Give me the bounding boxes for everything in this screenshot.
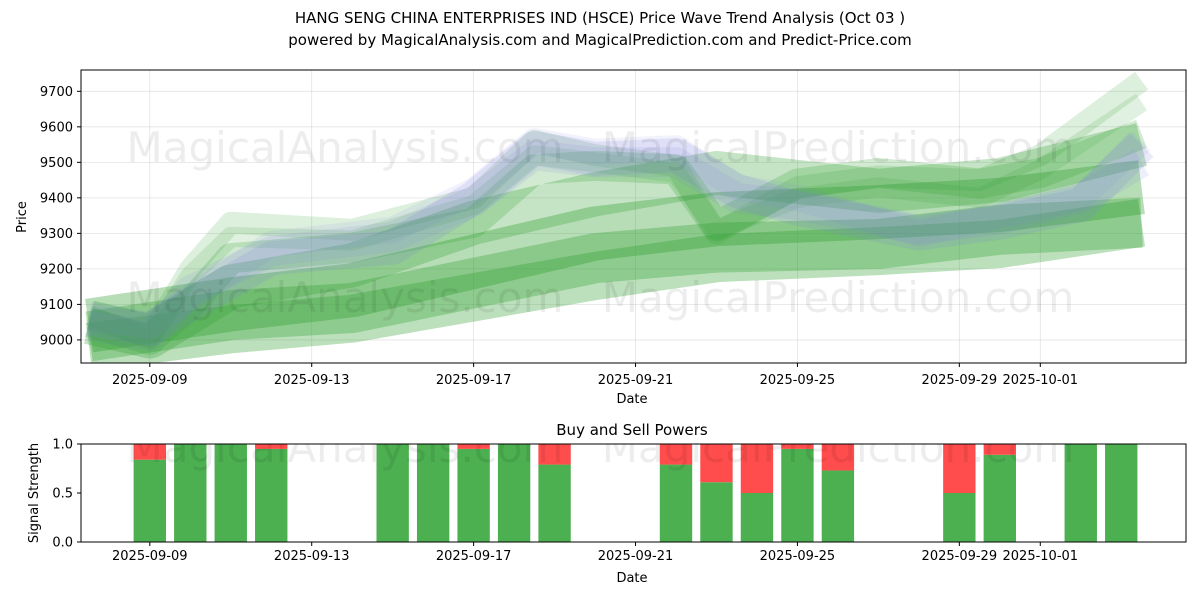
price-x-axis: 2025-09-09 2025-09-13 2025-09-17 2025-09-21… <box>112 363 1078 388</box>
buy-bar <box>416 444 450 542</box>
buy-bar <box>376 444 409 542</box>
signal-x-axis-label: Date <box>616 571 647 586</box>
price-y-axis-label: Price <box>15 201 30 233</box>
buy-bar <box>497 444 531 542</box>
chart-title-line-2: powered by MagicalAnalysis.com and Magic… <box>288 31 912 49</box>
price-y-tick-label: 9300 <box>40 227 73 242</box>
price-x-axis-label: Date <box>616 392 647 407</box>
price-y-tick-label: 9500 <box>40 156 73 171</box>
sell-bar <box>943 444 976 493</box>
buy-bar <box>174 444 207 542</box>
watermark-text: MagicalPrediction.com <box>602 423 1075 472</box>
sell-bar <box>659 444 693 465</box>
sell-bar <box>983 444 1016 455</box>
price-plot-frame <box>80 69 1187 364</box>
signal-x-tick-label: 2025-09-25 <box>760 549 836 564</box>
signal-x-tick-label: 2025-09-09 <box>112 549 188 564</box>
watermark-text: MagicalPrediction.com <box>602 123 1075 172</box>
watermark-text: MagicalAnalysis.com <box>127 423 564 472</box>
buy-bar <box>781 448 814 542</box>
price-y-tick-label: 9600 <box>40 120 73 135</box>
price-wave-wave-8 <box>86 131 1154 347</box>
sell-bar <box>821 444 855 471</box>
price-wave-wave-1 <box>85 197 1143 362</box>
signal-y-tick-label: 0.0 <box>52 536 73 551</box>
signal-x-tick-label: 2025-09-21 <box>598 549 674 564</box>
price-wave-wave-6 <box>86 71 1149 348</box>
signal-x-tick-label: 2025-10-01 <box>1003 549 1079 564</box>
sell-bar <box>255 444 288 449</box>
price-x-tick-label: 2025-09-17 <box>436 373 512 388</box>
sell-bar <box>538 444 571 465</box>
price-x-tick-label: 2025-09-13 <box>274 373 350 388</box>
price-x-tick-label: 2025-10-01 <box>1003 373 1079 388</box>
chart-title-line-1: HANG SENG CHINA ENTERPRISES IND (HSCE) P… <box>294 9 906 27</box>
sell-bar <box>133 444 166 460</box>
buy-bar <box>659 464 693 542</box>
sell-bar <box>781 444 814 449</box>
price-y-tick-label: 9000 <box>40 333 73 348</box>
price-wave-wave-2 <box>85 160 1145 353</box>
price-y-tick-label: 9700 <box>40 85 73 100</box>
price-y-tick-label: 9100 <box>40 298 73 313</box>
watermark-text: MagicalAnalysis.com <box>127 273 564 322</box>
buy-bar <box>255 448 288 542</box>
price-y-tick-label: 9400 <box>40 191 73 206</box>
buy-bar <box>943 493 976 542</box>
signal-y-tick-label: 0.5 <box>52 487 73 502</box>
signal-y-axis-label: Signal Strength <box>27 443 42 543</box>
price-y-axis: 9000 9100 9200 9300 9400 9500 9600 9700 <box>40 85 81 348</box>
buy-bar <box>740 493 774 542</box>
buy-bar <box>538 464 571 542</box>
price-x-tick-label: 2025-09-21 <box>598 373 674 388</box>
buy-bar <box>133 459 166 542</box>
price-wave-wave-9 <box>86 140 1150 352</box>
buy-bar <box>983 454 1016 542</box>
price-x-tick-label: 2025-09-09 <box>112 373 188 388</box>
price-wave-wave-7 <box>85 93 1148 350</box>
sell-bar <box>700 444 733 483</box>
price-wave-wave-3 <box>86 198 1146 363</box>
signal-y-tick-label: 1.0 <box>52 438 73 453</box>
buy-bar <box>457 448 490 542</box>
price-watermarks: MagicalAnalysis.com MagicalPrediction.co… <box>127 123 1075 322</box>
signal-x-tick-label: 2025-09-13 <box>274 549 350 564</box>
price-x-tick-label: 2025-09-29 <box>922 373 998 388</box>
watermark-text: MagicalPrediction.com <box>602 273 1075 322</box>
signal-x-axis: 2025-09-09 2025-09-13 2025-09-17 2025-09-21… <box>112 542 1078 564</box>
price-wave-wave-5 <box>84 119 1147 355</box>
price-wave-wave-10 <box>87 128 1151 339</box>
signal-y-axis: 0.0 0.5 1.0 <box>52 438 81 551</box>
price-x-tick-label: 2025-09-25 <box>760 373 836 388</box>
signal-chart-title: Buy and Sell Powers <box>556 421 708 439</box>
signal-watermarks: MagicalAnalysis.com MagicalPrediction.co… <box>127 423 1075 472</box>
signal-x-tick-label: 2025-09-17 <box>436 549 512 564</box>
buy-bar <box>1064 444 1097 542</box>
price-wave-wave-4 <box>84 123 1147 359</box>
buy-bar <box>214 444 247 542</box>
buy-bar <box>700 482 733 542</box>
price-y-tick-label: 9200 <box>40 262 73 277</box>
sell-bar <box>740 444 774 493</box>
watermark-text: MagicalAnalysis.com <box>127 123 564 172</box>
signal-bars <box>133 444 1138 542</box>
sell-bar <box>457 444 490 449</box>
buy-bar <box>821 470 855 542</box>
buy-bar <box>1105 444 1138 542</box>
price-gridlines <box>81 70 1186 363</box>
signal-x-tick-label: 2025-09-29 <box>922 549 998 564</box>
price-wave-bands <box>84 71 1154 363</box>
